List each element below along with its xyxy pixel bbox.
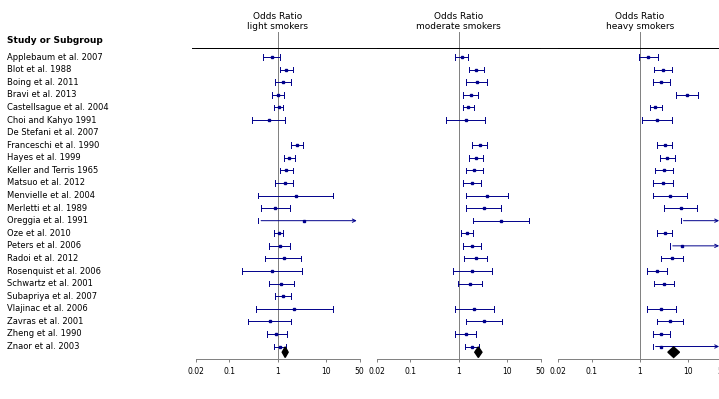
Text: Oreggia et al. 1991: Oreggia et al. 1991 bbox=[7, 216, 88, 225]
Text: Study or Subgroup: Study or Subgroup bbox=[7, 36, 103, 45]
Text: Matsuo et al. 2012: Matsuo et al. 2012 bbox=[7, 178, 86, 188]
Text: Choi and Kahyo 1991: Choi and Kahyo 1991 bbox=[7, 115, 97, 124]
Text: Zheng et al. 1990: Zheng et al. 1990 bbox=[7, 330, 82, 338]
Text: Boing et al. 2011: Boing et al. 2011 bbox=[7, 78, 79, 87]
Text: Menvielle et al. 2004: Menvielle et al. 2004 bbox=[7, 191, 96, 200]
Title: Odds Ratio
light smokers: Odds Ratio light smokers bbox=[247, 12, 308, 31]
Polygon shape bbox=[475, 347, 482, 358]
Text: Hayes et al. 1999: Hayes et al. 1999 bbox=[7, 153, 81, 162]
Text: De Stefani et al. 2007: De Stefani et al. 2007 bbox=[7, 128, 99, 137]
Polygon shape bbox=[283, 347, 288, 358]
Text: Merletti et al. 1989: Merletti et al. 1989 bbox=[7, 203, 88, 213]
Text: Castellsague et al. 2004: Castellsague et al. 2004 bbox=[7, 103, 109, 112]
Text: Rosenquist et al. 2006: Rosenquist et al. 2006 bbox=[7, 267, 101, 276]
Text: Applebaum et al. 2007: Applebaum et al. 2007 bbox=[7, 53, 103, 61]
Text: Keller and Terris 1965: Keller and Terris 1965 bbox=[7, 166, 99, 175]
Text: Zavras et al. 2001: Zavras et al. 2001 bbox=[7, 317, 83, 326]
Polygon shape bbox=[668, 347, 679, 358]
Text: Peters et al. 2006: Peters et al. 2006 bbox=[7, 241, 81, 250]
Text: Oze et al. 2010: Oze et al. 2010 bbox=[7, 229, 71, 238]
Text: Radoi et al. 2012: Radoi et al. 2012 bbox=[7, 254, 78, 263]
Text: Znaor et al. 2003: Znaor et al. 2003 bbox=[7, 342, 80, 351]
Text: Schwartz et al. 2001: Schwartz et al. 2001 bbox=[7, 279, 93, 288]
Text: Blot et al. 1988: Blot et al. 1988 bbox=[7, 65, 72, 74]
Text: Vlajinac et al. 2006: Vlajinac et al. 2006 bbox=[7, 304, 88, 313]
Text: Franceschi et al. 1990: Franceschi et al. 1990 bbox=[7, 141, 100, 150]
Text: Bravi et al. 2013: Bravi et al. 2013 bbox=[7, 90, 77, 99]
Title: Odds Ratio
moderate smokers: Odds Ratio moderate smokers bbox=[416, 12, 501, 31]
Text: Subapriya et al. 2007: Subapriya et al. 2007 bbox=[7, 292, 98, 301]
Title: Odds Ratio
heavy smokers: Odds Ratio heavy smokers bbox=[606, 12, 674, 31]
